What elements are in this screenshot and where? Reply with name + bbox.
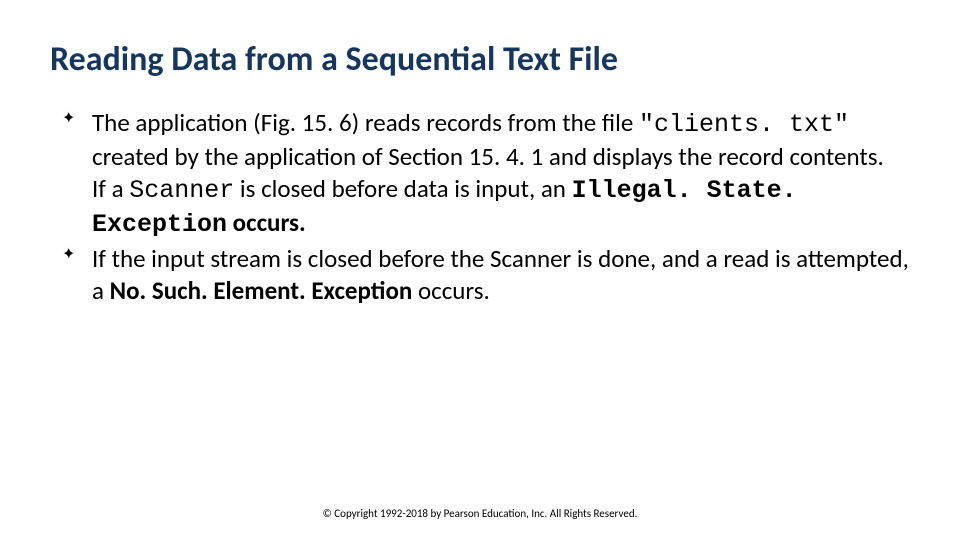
slide-title: Reading Data from a Sequential Text File [50,40,910,79]
slide: Reading Data from a Sequential Text File… [0,0,960,540]
text-segment: occurs. [227,207,306,238]
text-segment: is closed before data is input, an [234,173,571,204]
bullet-item: The application (Fig. 15. 6) reads recor… [92,107,910,241]
text-segment: occurs. [412,275,490,306]
text-segment: created by the application of Section 15… [92,141,884,172]
text-segment: Scanner [129,176,234,205]
text-segment: If a [92,173,129,204]
slide-content: The application (Fig. 15. 6) reads recor… [50,107,910,307]
text-segment: No. Such. Element. Exception [110,275,413,306]
bullet-item: If the input stream is closed before the… [92,243,910,307]
text-segment: "clients. txt" [639,110,849,139]
copyright-footer: © Copyright 1992-2018 by Pearson Educati… [0,507,960,520]
text-segment: The application (Fig. 15. 6) reads recor… [92,107,639,138]
